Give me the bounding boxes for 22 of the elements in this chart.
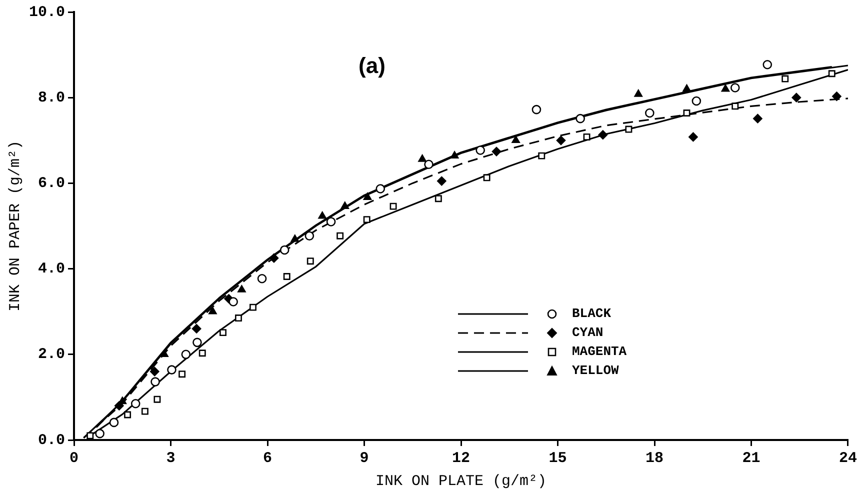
y-tick-label: 10.0 — [28, 4, 66, 21]
legend-label: MAGENTA — [572, 344, 627, 359]
x-tick-label: 3 — [166, 450, 176, 467]
x-tick-label: 0 — [70, 450, 79, 467]
y-tick-label: 6.0 — [38, 174, 66, 192]
y-tick-label: 2.0 — [38, 346, 66, 364]
x-tick-label: 6 — [262, 450, 272, 467]
legend-label: CYAN — [572, 325, 604, 340]
y-tick-label: 8.0 — [38, 89, 66, 106]
x-tick-label: 21 — [742, 450, 760, 467]
y-tick-label: 0.0 — [38, 432, 66, 449]
legend-label: BLACK — [572, 306, 611, 321]
x-tick-label: 9 — [360, 450, 369, 467]
annotation: (a) — [358, 53, 386, 78]
x-axis-title: INK ON PLATE (g/m²) — [375, 472, 547, 490]
x-tick-label: 15 — [548, 450, 567, 467]
x-tick-label: 12 — [452, 450, 470, 467]
y-axis-title: INK ON PAPER (g/m²) — [6, 140, 24, 312]
y-tick-label: 4.0 — [38, 260, 66, 278]
legend-label: YELLOW — [572, 363, 619, 378]
x-tick-label: 18 — [645, 450, 664, 467]
x-tick-label: 24 — [838, 450, 858, 467]
